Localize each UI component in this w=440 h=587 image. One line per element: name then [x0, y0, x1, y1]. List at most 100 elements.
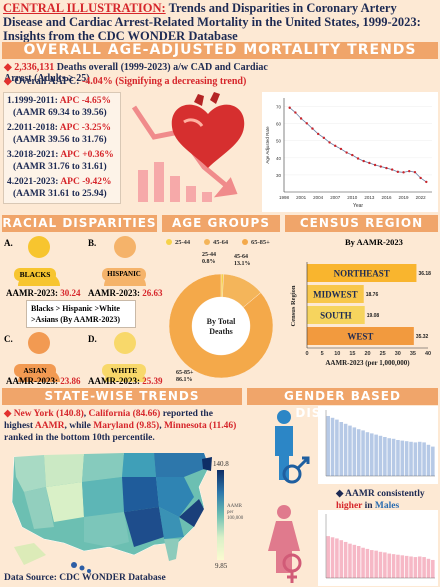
race-name-badge: ASIAN — [14, 364, 56, 377]
data-point — [356, 157, 360, 160]
census-subtitle: By AAMR-2023 — [345, 237, 403, 247]
data-point — [373, 163, 377, 167]
data-point — [390, 168, 394, 171]
trend-bar — [387, 438, 391, 476]
bar-value-label: 18.76 — [366, 292, 379, 298]
x-tick-label: 2001 — [296, 195, 307, 200]
period-item: 1.1999-2011: APC -4.65% (AAMR 69.34 to 3… — [7, 96, 111, 118]
female-icon — [268, 505, 302, 583]
data-point — [385, 166, 388, 170]
trend-bar — [422, 442, 426, 476]
overall-trend-chart: 30 40 50 60 70 1998 2001 2004 2007 2010 2013 2016 20… — [262, 92, 438, 212]
trend-bar — [400, 555, 405, 578]
trend-bar — [365, 548, 370, 578]
trend-bar — [339, 540, 344, 578]
trend-bar — [361, 547, 365, 578]
y-tick-label: 70 — [276, 105, 282, 110]
title-text: Trends and Disparities in Coronary Arter… — [3, 1, 421, 43]
period-item: 2.2011-2018: APC -3.25% (AAMR 39.56 to 3… — [7, 123, 111, 145]
legend-label: 25-44 — [175, 239, 191, 246]
race-letter: A. — [4, 238, 13, 248]
census-bar-chart: NORTHEAST 36.18 MIDWEST 18.76 SOUTH 19.08 WEST… — [290, 262, 431, 367]
data-point — [425, 180, 428, 184]
trend-bar — [370, 433, 374, 476]
trend-bar — [326, 416, 330, 476]
trend-bar — [383, 552, 387, 578]
map-legend-max: 140.8 — [213, 460, 229, 468]
heart-decline-illustration — [131, 92, 245, 202]
x-tick-label: 2019 — [399, 195, 410, 200]
data-point — [288, 106, 291, 109]
trend-bar — [352, 544, 357, 578]
race-name-badge: WHITE — [102, 364, 146, 377]
x-tick-label: 2010 — [347, 195, 358, 200]
data-point — [299, 117, 303, 120]
section-header-racial: RACIAL DISPARITIES — [2, 215, 157, 232]
y-tick-label: 30 — [276, 173, 282, 178]
trend-bar — [431, 559, 435, 578]
trend-bar — [343, 423, 348, 476]
x-tick-label: 2016 — [381, 195, 392, 200]
section-header-gender: GENDER BASED DISPARITIES — [247, 388, 438, 420]
trend-bar — [413, 442, 418, 476]
overall-bullet-deaths: ◆ 2,336,131 Deaths overall (1999-2023) a… — [4, 62, 268, 84]
data-point — [339, 147, 343, 151]
trend-bar — [409, 441, 413, 476]
trend-bar — [374, 434, 378, 476]
gender-note: ◆ AAMR consistently higher in Males — [336, 489, 425, 511]
trend-bar — [335, 419, 339, 476]
overall-bullet-aapc: ◆ Overall AAPC: -4.04% (Signifying a dec… — [4, 76, 247, 87]
trend-bar — [404, 441, 409, 476]
legend-swatch — [204, 239, 210, 245]
legend-label: 65-85+ — [251, 239, 270, 246]
trend-bar — [361, 430, 365, 476]
trend-bar — [365, 432, 370, 476]
legend-swatch — [166, 239, 172, 245]
census-bar — [307, 306, 365, 324]
race-letter: C. — [4, 334, 13, 344]
slice-label: 86.1% — [176, 377, 193, 383]
section-header-overall: OVERALL AGE-ADJUSTED MORTALITY TRENDS — [2, 42, 438, 59]
y-tick-label: 60 — [276, 122, 282, 127]
x-tick-label: 5 — [321, 351, 324, 357]
race-ranking-box: Blacks > Hispanic >White >Asians (By AAM… — [26, 300, 136, 328]
x-tick-label: 10 — [334, 351, 340, 357]
periods-box: 1.1999-2011: APC -4.65% (AAMR 69.34 to 3… — [3, 92, 121, 204]
trend-bar — [330, 417, 335, 476]
race-letter: D. — [88, 334, 97, 344]
data-point — [368, 161, 371, 165]
x-tick-label: 2022 — [416, 195, 427, 200]
data-source: Data Source: CDC WONDER Database — [4, 573, 166, 583]
trend-bar — [356, 546, 361, 578]
x-tick-label: 2004 — [313, 195, 324, 200]
trend-bar — [396, 440, 400, 476]
trend-bar — [343, 541, 348, 578]
bar-value-label: 36.18 — [418, 271, 431, 277]
bar-value-label: 19.08 — [367, 313, 380, 319]
male-bar-chart — [318, 406, 438, 484]
race-aamr: AAMR-2023: 23.86 — [6, 376, 81, 386]
donut-hole — [192, 297, 250, 355]
x-tick-label: 25 — [380, 351, 386, 357]
legend-label: 45-64 — [213, 239, 229, 246]
data-point — [345, 151, 348, 154]
map-legend: 140.8 AAMR per 100,000 9.85 — [213, 460, 245, 570]
race-aamr: AAMR-2023: 25.39 — [88, 376, 163, 386]
trend-bar — [387, 553, 391, 578]
trend-bar — [400, 440, 405, 476]
trend-bar — [391, 438, 396, 476]
trend-bar — [396, 554, 400, 578]
data-point — [419, 176, 422, 180]
trend-bar — [409, 556, 413, 578]
bar-category-label: NORTHEAST — [334, 269, 390, 279]
slice-label: 45-64 — [234, 254, 248, 260]
race-aamr: AAMR-2023: 26.63 — [88, 288, 163, 298]
trend-bar — [391, 554, 396, 578]
x-axis-label: Year — [353, 203, 363, 209]
trend-bar — [378, 435, 383, 476]
data-point — [413, 170, 417, 174]
slice-label: 0.8% — [202, 259, 216, 265]
trend-bar — [431, 446, 435, 476]
trend-bar — [326, 536, 330, 578]
data-point — [351, 153, 354, 157]
